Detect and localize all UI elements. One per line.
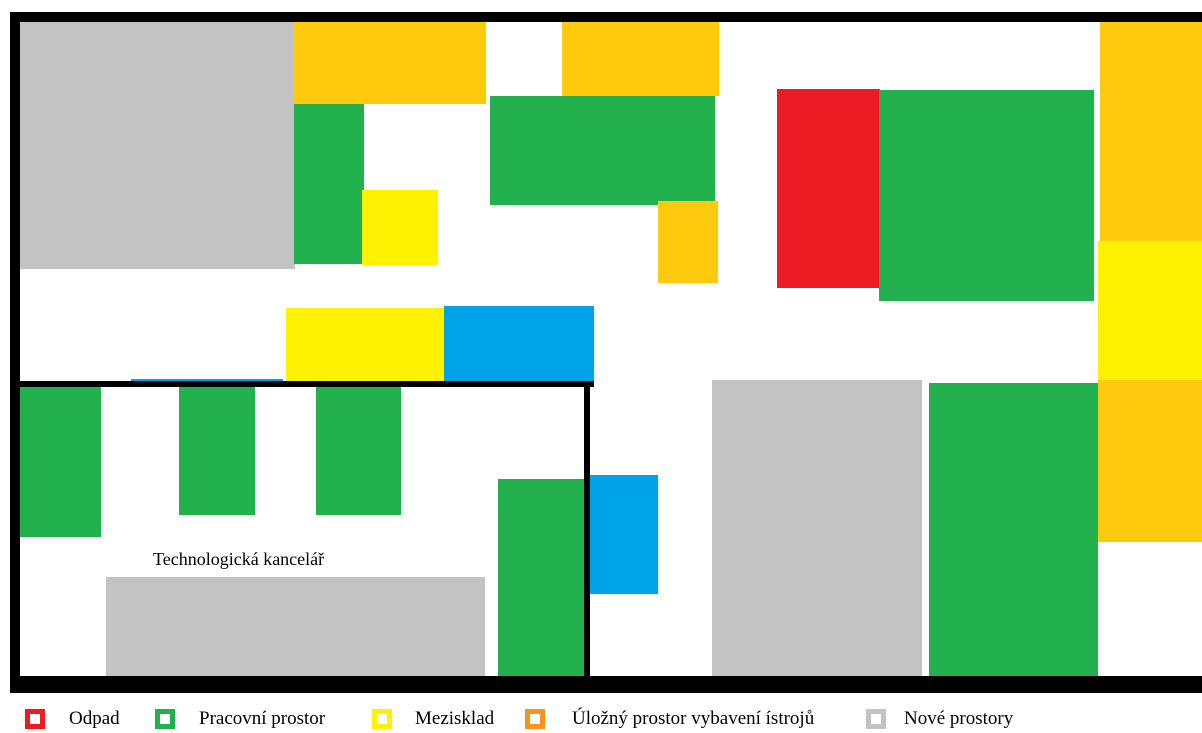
legend-swatch-odpad [25, 709, 45, 729]
legend: Odpad Pracovní prostor Mezisklad Úložný … [0, 703, 1202, 733]
zone-blue-lower [587, 475, 658, 594]
legend-swatch-nove-prostory [866, 709, 886, 729]
zone-storage-top-1 [293, 22, 486, 104]
legend-label: Nové prostory [904, 708, 1014, 729]
zone-buffer-right [1098, 241, 1202, 383]
zone-work-office-2 [179, 385, 255, 515]
zone-work-left-upper [294, 104, 364, 264]
zone-work-office-1 [20, 385, 101, 537]
legend-swatch-ulozny-prostor [525, 709, 545, 729]
zone-new-space-lower [712, 380, 922, 678]
zone-new-space-top-left [20, 22, 295, 269]
office-label: Technologická kancelář [153, 549, 325, 569]
zone-storage-right-bottom [1098, 380, 1202, 542]
zone-storage-right-top [1100, 22, 1202, 242]
outer-wall-bottom [10, 676, 1202, 693]
legend-label: Mezisklad [415, 708, 495, 729]
office-wall-top [20, 381, 594, 387]
zone-waste [777, 89, 880, 288]
zone-work-office-3 [316, 386, 401, 515]
legend-label: Pracovní prostor [199, 708, 326, 729]
outer-wall-top [10, 12, 1202, 22]
zone-blue-middle [444, 306, 594, 382]
zone-storage-top-2 [562, 22, 719, 96]
zone-storage-center-small [658, 201, 718, 283]
legend-swatch-mezisklad [372, 709, 392, 729]
legend-label: Odpad [69, 708, 120, 729]
zone-buffer-upper [362, 190, 438, 265]
zone-work-center-upper [490, 96, 715, 205]
zone-new-space-office [106, 577, 485, 676]
zone-work-right-upper [879, 90, 1094, 301]
zone-work-office-4 [498, 479, 586, 676]
office-wall-right [584, 381, 590, 678]
legend-label: Úložný prostor vybavení ístrojů [572, 708, 815, 729]
outer-wall-left [10, 12, 20, 693]
legend-swatch-pracovni-prostor [155, 709, 175, 729]
zone-buffer-middle [286, 308, 445, 382]
zone-work-right-lower [929, 383, 1098, 678]
